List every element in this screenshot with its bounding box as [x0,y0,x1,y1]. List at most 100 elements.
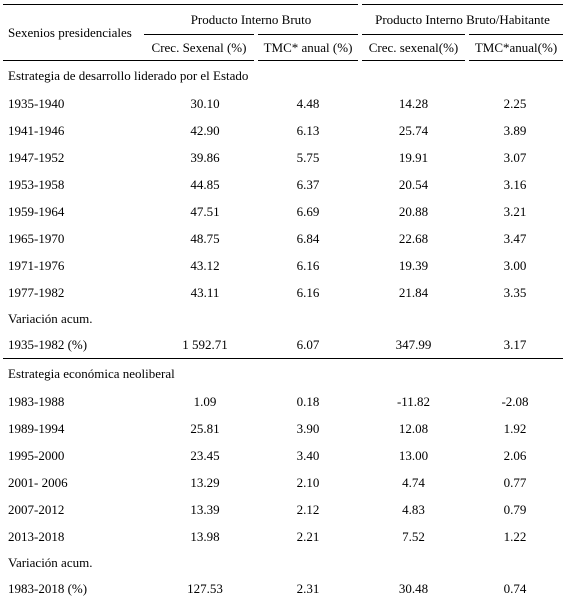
table-row: 1977-1982 43.11 6.16 21.84 3.35 [3,279,563,306]
pib-crec-cell: 39.86 [190,149,220,165]
period-cell: 2007-2012 [8,501,65,517]
table-row: 1953-1958 44.85 6.37 20.54 3.16 [3,171,563,198]
pib-tmc-cell: 5.75 [296,149,320,165]
pib-crec-cell: 13.29 [190,474,220,490]
pib-tmc-cell: 4.48 [296,95,320,111]
growth-table: Sexenios presidenciales Producto Interno… [3,4,563,602]
table-row: 2013-2018 13.98 2.21 7.52 1.22 [3,523,563,550]
pib-crec-cell: 13.98 [190,528,220,544]
table-header: Sexenios presidenciales Producto Interno… [3,4,563,61]
accumulated-label: Variación acum. [8,554,93,570]
pib-tmc-cell: 2.21 [296,528,320,544]
pib-tmc-cell: 6.13 [296,122,320,138]
hab-crec-cell: 19.91 [398,149,429,165]
hab-tmc-cell: 3.35 [503,284,527,300]
pib-tmc-cell: 6.16 [296,257,320,273]
hab-crec-cell: 7.52 [402,528,425,544]
hab-tmc-cell: 0.79 [503,501,527,517]
table-row: 1989-1994 25.81 3.90 12.08 1.92 [3,415,563,442]
period-cell: 2001- 2006 [8,474,68,490]
hab-crec-cell: 13.00 [398,447,429,463]
table-row: 1947-1952 39.86 5.75 19.91 3.07 [3,144,563,171]
pib-tmc-cell: 6.37 [296,176,320,192]
pib-crec-cell: 1 592.71 [144,331,256,359]
pib-crec-cell: 48.75 [190,230,220,246]
subheader-hab-crec: Crec. sexenal(%) [360,34,469,61]
pib-tmc-cell: 6.07 [256,331,360,359]
subheader-pib-crec: Crec. Sexenal (%) [144,34,258,61]
hab-tmc-cell: 3.21 [503,203,527,219]
stub-header: Sexenios presidenciales [3,4,144,61]
hab-tmc-cell: 2.25 [503,95,527,111]
table-row: 1995-2000 23.45 3.40 13.00 2.06 [3,442,563,469]
pib-crec-cell: 43.11 [190,284,220,300]
pib-crec-cell: 127.53 [187,580,223,596]
period-cell: 1935-1940 [8,95,65,111]
pib-tmc-cell: 6.84 [296,230,320,246]
subheader-pib-tmc: TMC* anual (%) [256,34,362,61]
period-cell: 1977-1982 [8,284,65,300]
pib-crec-cell: 30.10 [190,95,220,111]
hab-crec-cell: 14.28 [398,95,429,111]
hab-tmc-cell: -2.08 [501,393,529,409]
pib-crec-cell: 47.51 [190,203,220,219]
section-title: Estrategia económica neoliberal [8,365,175,381]
hab-crec-cell: 22.68 [398,230,429,246]
hab-tmc-cell: 3.00 [503,257,527,273]
pib-crec-cell: 43.12 [190,257,220,273]
period-cell: 1953-1958 [8,176,65,192]
section-state-led-accumulated: Variación acum. 1935-1982 (%) 1 592.71 6… [3,306,563,359]
hab-crec-cell: 12.08 [398,420,429,436]
table-row: 1941-1946 42.90 6.13 25.74 3.89 [3,117,563,144]
pib-crec-cell: 44.85 [190,176,220,192]
pib-tmc-cell: 6.16 [296,284,320,300]
table-row: 1935-1940 30.10 4.48 14.28 2.25 [3,90,563,117]
section-state-led: Estrategia de desarrollo liderado por el… [3,61,563,307]
hab-tmc-cell: 2.06 [503,447,527,463]
hab-crec-cell: 347.99 [360,331,467,359]
period-cell: 1971-1976 [8,257,65,273]
pib-crec-cell: 23.45 [190,447,220,463]
pib-tmc-cell: 6.69 [296,203,320,219]
pib-tmc-cell: 3.40 [296,447,320,463]
period-cell: 1959-1964 [8,203,65,219]
hab-tmc-cell: 3.16 [503,176,527,192]
period-cell: 1983-1988 [8,393,65,409]
hab-crec-cell: -11.82 [396,393,431,409]
hab-crec-cell: 30.48 [398,580,429,596]
pib-tmc-cell: 2.31 [296,580,320,596]
pib-crec-cell: 42.90 [190,122,220,138]
period-cell: 1989-1994 [8,420,65,436]
group-header-pib: Producto Interno Bruto [144,4,362,35]
hab-tmc-cell: 0.77 [503,474,527,490]
hab-tmc-cell: 3.89 [503,122,527,138]
pib-tmc-cell: 0.18 [296,393,320,409]
hab-crec-cell: 20.88 [398,203,429,219]
table-row: 2007-2012 13.39 2.12 4.83 0.79 [3,496,563,523]
section-title: Estrategia de desarrollo liderado por el… [8,67,249,83]
period-cell: 1935-1982 (%) [3,331,144,359]
hab-tmc-cell: 1.22 [503,528,527,544]
hab-crec-cell: 4.83 [402,501,425,517]
period-cell: 1995-2000 [8,447,65,463]
section-neoliberal: Estrategia económica neoliberal 1983-198… [3,359,563,551]
hab-crec-cell: 20.54 [398,176,429,192]
hab-crec-cell: 4.74 [402,474,425,490]
pib-crec-cell: 25.81 [190,420,220,436]
period-cell: 1941-1946 [8,122,65,138]
hab-tmc-cell: 3.07 [503,149,527,165]
period-cell: 2013-2018 [8,528,65,544]
hab-tmc-cell: 3.47 [503,230,527,246]
accumulated-label: Variación acum. [8,310,93,326]
hab-crec-cell: 25.74 [398,122,429,138]
period-cell: 1947-1952 [8,149,65,165]
pib-tmc-cell: 3.90 [296,420,320,436]
table-row: 2001- 2006 13.29 2.10 4.74 0.77 [3,469,563,496]
period-cell: 1983-2018 (%) [8,580,88,596]
table-row: 1959-1964 47.51 6.69 20.88 3.21 [3,198,563,225]
pib-crec-cell: 1.09 [193,393,217,409]
section-neoliberal-accumulated: Variación acum. 1983-2018 (%) 127.53 2.3… [3,550,563,602]
period-cell: 1965-1970 [8,230,65,246]
group-header-pib-habitante: Producto Interno Bruto/Habitante [360,4,563,35]
